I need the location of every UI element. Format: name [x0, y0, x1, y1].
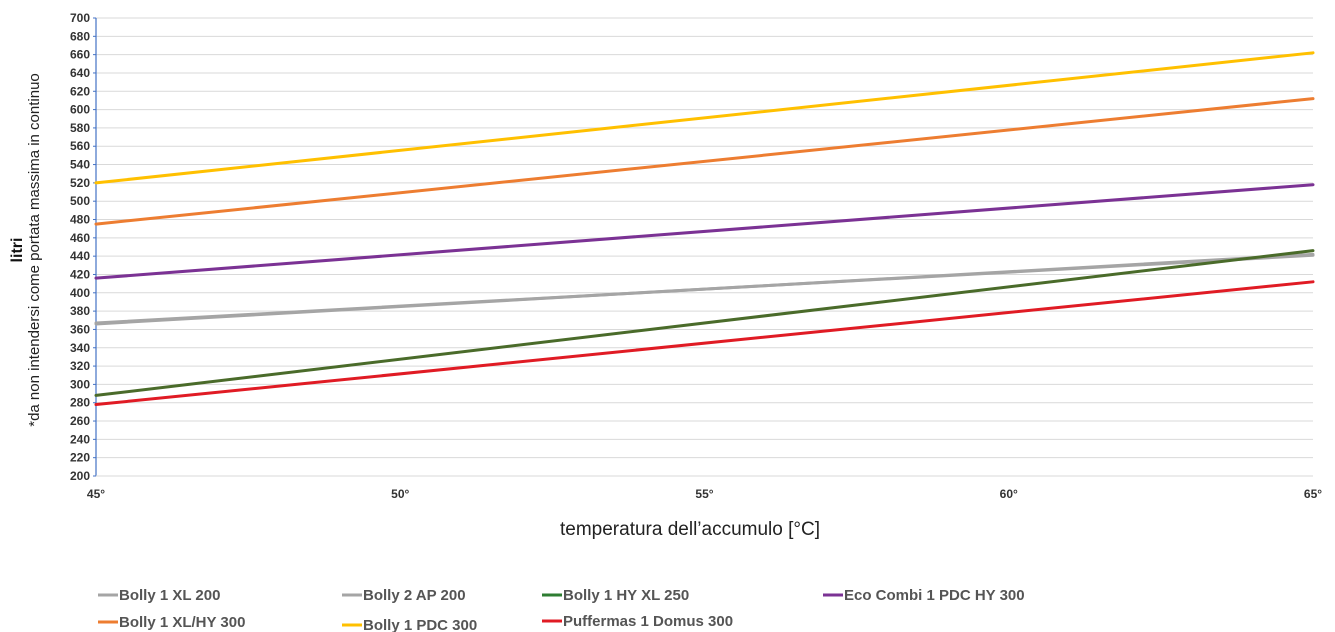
y-tick-label: 620 — [70, 84, 90, 98]
y-tick-labels: 200 220 240 260 280 300 320 340 360 380 400 420 440 4… — [70, 11, 90, 483]
y-tick-label: 280 — [70, 396, 90, 410]
y-tick-label: 200 — [70, 469, 90, 483]
legend-label-1: Bolly 2 AP 200 — [363, 587, 466, 604]
y-tick-label: 440 — [70, 249, 90, 263]
y-tick-label: 300 — [70, 377, 90, 391]
x-tick-labels: 45° 50° 55° 60° 65° — [87, 487, 1322, 501]
y-tick-label: 480 — [70, 213, 90, 227]
series-line-4 — [94, 97, 1315, 226]
x-tick-label: 65° — [1304, 487, 1322, 501]
y-tick-label: 220 — [70, 451, 90, 465]
legend-label-3: Eco Combi 1 PDC HY 300 — [844, 587, 1025, 604]
y-tick-label: 520 — [70, 176, 90, 190]
y-tick-label: 540 — [70, 158, 90, 172]
legend-label-2: Bolly 1 HY XL 250 — [563, 587, 689, 604]
series-line-6 — [94, 280, 1315, 407]
x-tick-label: 60° — [1000, 487, 1018, 501]
legend-label-5: Bolly 1 PDC 300 — [363, 617, 477, 632]
y-tick-label: 380 — [70, 304, 90, 318]
series-line-2 — [94, 249, 1315, 397]
x-tick-label: 45° — [87, 487, 105, 501]
legend-label-0: Bolly 1 XL 200 — [119, 587, 220, 604]
y-tick-label: 420 — [70, 267, 90, 281]
y-tick-label: 340 — [70, 341, 90, 355]
series-line-5 — [94, 51, 1315, 185]
y-tick-label: 700 — [70, 11, 90, 25]
series-lines — [94, 51, 1315, 407]
legend-label-4: Bolly 1 XL/HY 300 — [119, 614, 245, 631]
y-tick-label: 680 — [70, 29, 90, 43]
series-line-3 — [94, 183, 1315, 280]
y-tick-label: 260 — [70, 414, 90, 428]
y-tick-label: 360 — [70, 322, 90, 336]
y-tick-label: 500 — [70, 194, 90, 208]
y-tick-label: 320 — [70, 359, 90, 373]
y-tick-label: 240 — [70, 432, 90, 446]
y-tick-label: 560 — [70, 139, 90, 153]
legend-label-6: Puffermas 1 Domus 300 — [563, 613, 733, 630]
x-tick-label: 50° — [391, 487, 409, 501]
x-axis-label: temperatura dell’accumulo [°C] — [560, 519, 820, 540]
y-tick-label: 580 — [70, 121, 90, 135]
legend: Bolly 1 XL 200 Bolly 2 AP 200 Bolly 1 HY X… — [98, 587, 1025, 632]
series-line-1 — [94, 252, 1315, 326]
y-tick-label: 660 — [70, 48, 90, 62]
y-tick-label: 460 — [70, 231, 90, 245]
y-tick-label: 640 — [70, 66, 90, 80]
axes — [95, 18, 1313, 477]
y-axis-label: litri — [9, 238, 26, 263]
y-axis-note: *da non intendersi come portata massima … — [26, 73, 43, 427]
y-tick-label: 600 — [70, 103, 90, 117]
x-tick-label: 55° — [695, 487, 713, 501]
y-tick-label: 400 — [70, 286, 90, 300]
gridlines — [93, 17, 1313, 477]
